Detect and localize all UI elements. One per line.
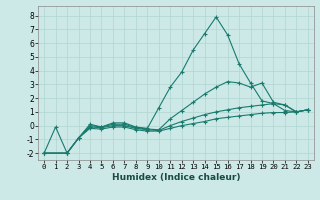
X-axis label: Humidex (Indice chaleur): Humidex (Indice chaleur) [112, 173, 240, 182]
